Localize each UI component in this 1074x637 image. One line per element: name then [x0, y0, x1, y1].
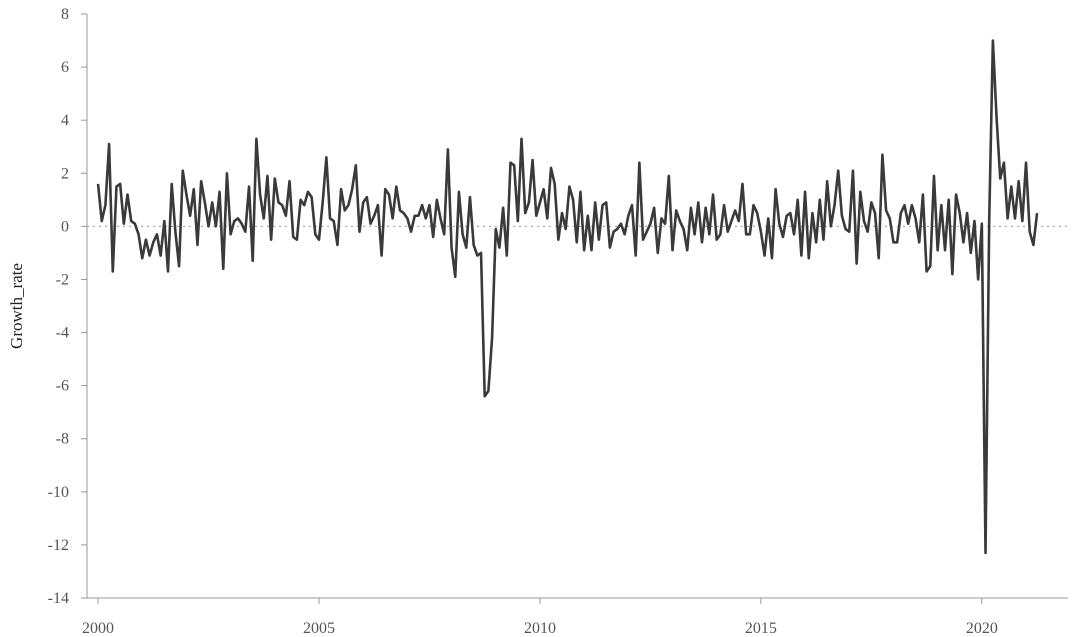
x-axis-ticks: 2000 2005 2010 2015 2020	[82, 598, 998, 637]
growth-rate-series-line	[96, 39, 1039, 555]
y-tick-label: 4	[61, 112, 69, 129]
y-tick-label: 6	[61, 59, 69, 76]
axes	[86, 14, 1068, 599]
y-tick-label: 0	[61, 218, 69, 235]
y-axis-ticks: -14 -12 -10 -8 -6 -4 -2 0 2 4 6 8	[48, 6, 87, 607]
y-tick-label: -4	[56, 325, 69, 342]
y-tick-label: -14	[48, 590, 69, 607]
x-tick-label: 2020	[966, 620, 998, 637]
y-tick-label: -6	[56, 378, 69, 395]
x-tick-label: 2005	[303, 620, 335, 637]
y-tick-label: 8	[61, 6, 69, 23]
x-tick-label: 2015	[745, 620, 777, 637]
y-tick-label: -12	[48, 537, 69, 554]
x-tick-label: 2010	[524, 620, 556, 637]
series-layer	[96, 39, 1039, 555]
y-tick-label: -10	[48, 484, 69, 501]
x-tick-label: 2000	[82, 620, 114, 637]
y-tick-label: -2	[56, 271, 69, 288]
y-tick-label: 2	[61, 165, 69, 182]
y-axis-title: Growth_rate	[7, 263, 26, 349]
y-tick-label: -8	[56, 431, 69, 448]
